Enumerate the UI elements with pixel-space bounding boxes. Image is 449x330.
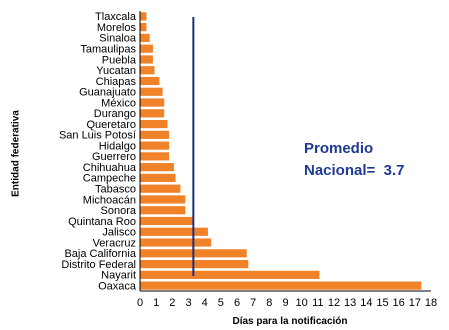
category-label: Veracruz bbox=[93, 237, 136, 249]
x-ticks-group: 0 1 2 3 4 5 6 7 8 9 10 11 12 13 14 15 16 17 18 bbox=[137, 297, 437, 309]
category-label: Guanajuato bbox=[79, 87, 136, 99]
bar bbox=[140, 33, 150, 43]
x-tick-label: 13 bbox=[344, 297, 356, 309]
x-tick-label: 17 bbox=[409, 297, 421, 309]
bar bbox=[140, 130, 170, 139]
bar bbox=[140, 12, 147, 21]
bar bbox=[140, 216, 194, 226]
category-label: Hidalgo bbox=[99, 140, 136, 152]
bar bbox=[140, 152, 170, 161]
bar bbox=[140, 76, 160, 86]
category-label: Tlaxcala bbox=[95, 11, 137, 23]
category-label: Nayarit bbox=[101, 270, 136, 282]
x-tick-label: 11 bbox=[312, 297, 323, 309]
bar bbox=[140, 44, 153, 53]
x-axis-title: Días para la notificación bbox=[232, 316, 348, 327]
x-tick-label: 1 bbox=[153, 297, 159, 309]
x-tick-label: 7 bbox=[250, 297, 256, 309]
category-label: Distrito Federal bbox=[61, 259, 136, 271]
category-label: México bbox=[101, 97, 136, 109]
category-label: Oaxaca bbox=[98, 280, 137, 292]
category-label: Puebla bbox=[102, 54, 137, 66]
bar bbox=[140, 227, 208, 236]
bar bbox=[140, 163, 174, 172]
category-label: Tabasco bbox=[95, 183, 136, 195]
bar bbox=[140, 109, 165, 118]
bar bbox=[140, 195, 186, 204]
category-label: Michoacán bbox=[83, 194, 136, 206]
category-label: Durango bbox=[94, 108, 136, 120]
x-tick-label: 9 bbox=[282, 297, 288, 309]
category-label: Tamaulipas bbox=[80, 43, 136, 55]
y-axis-title: Entidad federativa bbox=[10, 110, 22, 197]
category-labels-group: TlaxcalaMorelosSinaloaTamaulipasPueblaYu… bbox=[59, 11, 137, 292]
category-label: Morelos bbox=[97, 22, 137, 34]
category-label: Sinaloa bbox=[99, 33, 137, 45]
x-tick-label: 10 bbox=[296, 297, 308, 309]
category-label: Baja California bbox=[64, 248, 136, 260]
x-tick-label: 15 bbox=[376, 297, 388, 309]
x-tick-label: 5 bbox=[218, 297, 224, 309]
bar bbox=[140, 23, 147, 32]
bar bbox=[140, 98, 165, 107]
category-label: Guerrero bbox=[92, 151, 136, 163]
x-tick-label: 3 bbox=[185, 297, 191, 309]
x-tick-label: 0 bbox=[137, 297, 143, 309]
category-label: Chihuahua bbox=[83, 162, 137, 174]
bar bbox=[140, 87, 163, 96]
category-label: Jalisco bbox=[102, 227, 136, 239]
bar bbox=[140, 238, 212, 247]
x-tick-label: 2 bbox=[169, 297, 175, 309]
x-tick-label: 14 bbox=[360, 297, 372, 309]
category-label: Yucatan bbox=[96, 65, 136, 77]
average-annotation: Promedio Nacional= 3.7 bbox=[304, 140, 405, 179]
bar bbox=[140, 173, 176, 183]
x-tick-label: 18 bbox=[425, 297, 437, 309]
x-tick-label: 6 bbox=[234, 297, 240, 309]
bar bbox=[140, 184, 181, 193]
category-label: Chiapas bbox=[96, 76, 137, 88]
category-label: Campeche bbox=[83, 173, 136, 185]
bar bbox=[140, 55, 153, 64]
bar bbox=[140, 206, 186, 215]
category-label: Quintana Roo bbox=[68, 216, 136, 228]
category-label: San Luis Potosí bbox=[59, 130, 136, 142]
bar bbox=[140, 119, 168, 129]
x-tick-label: 12 bbox=[328, 297, 340, 309]
x-tick-label: 8 bbox=[266, 297, 272, 309]
bar bbox=[140, 281, 422, 290]
bar bbox=[140, 141, 170, 150]
category-label: Queretaro bbox=[86, 119, 136, 131]
x-tick-label: 16 bbox=[393, 297, 405, 309]
category-label: Sonora bbox=[101, 205, 137, 217]
x-tick-label: 4 bbox=[202, 297, 208, 309]
bar bbox=[140, 66, 155, 75]
bar bbox=[140, 270, 320, 279]
